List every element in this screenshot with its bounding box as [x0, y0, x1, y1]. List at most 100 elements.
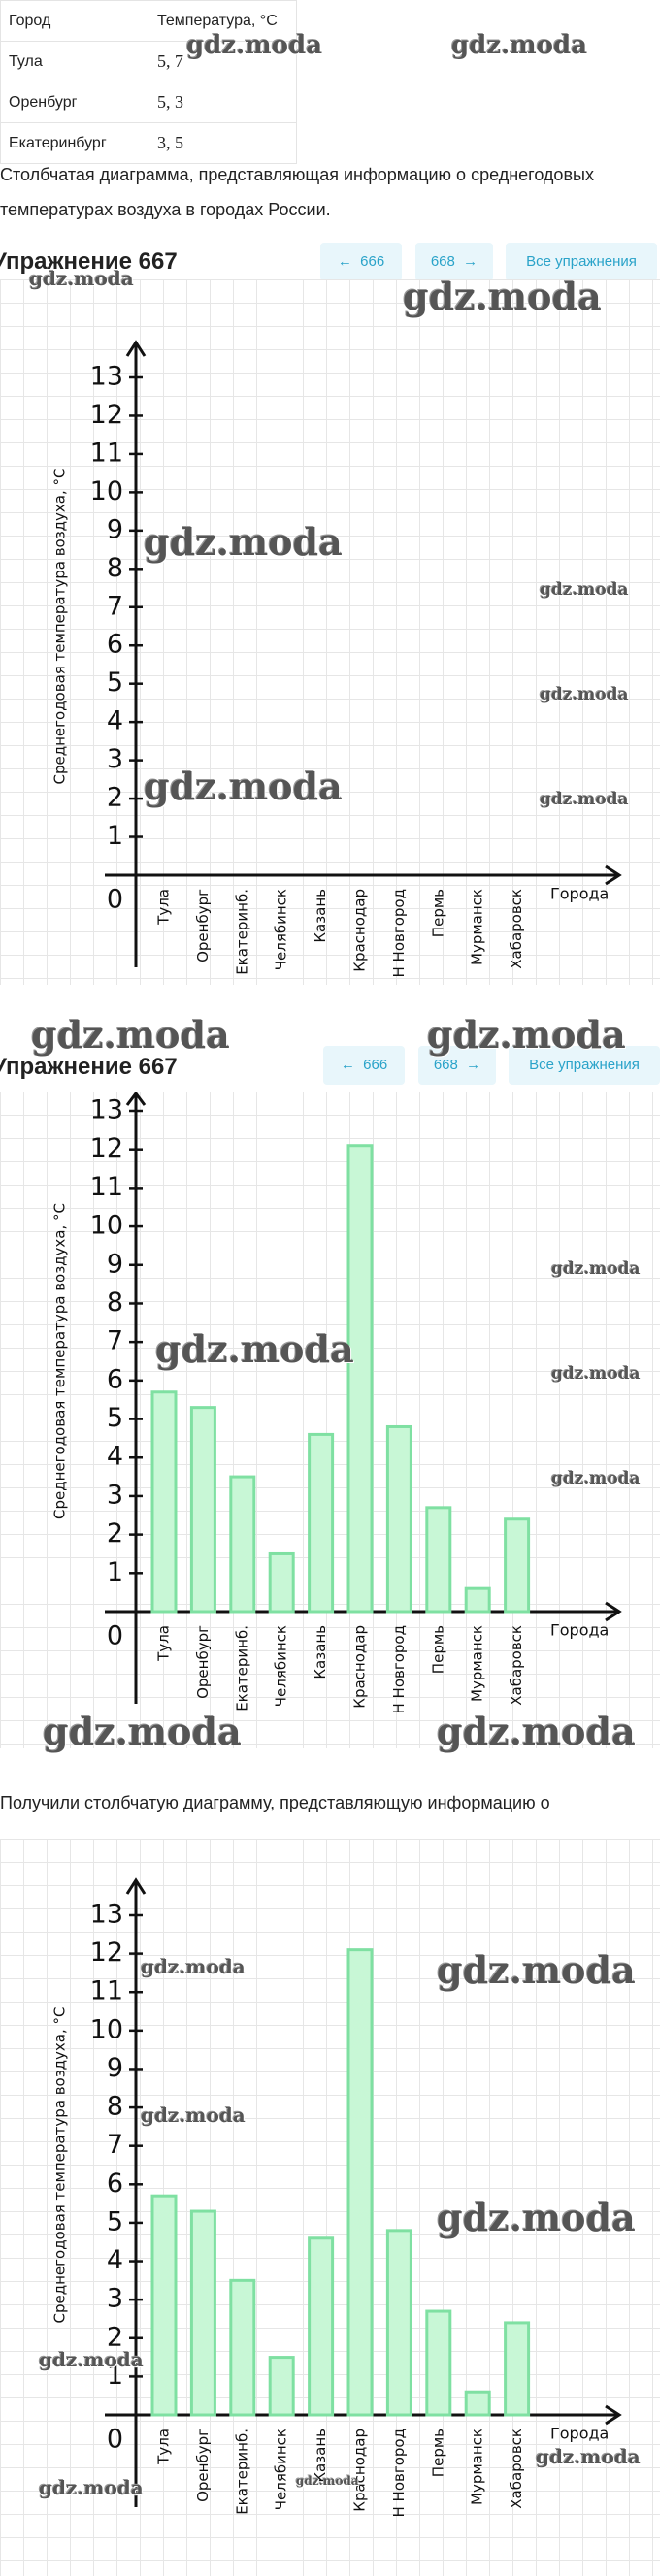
bar — [464, 2390, 491, 2417]
watermark: gdz.moda — [39, 2476, 144, 2499]
y-tick-label: 8 — [107, 1288, 123, 1318]
x-arrow — [605, 2404, 622, 2426]
x-axis-label: Города — [550, 2425, 609, 2443]
bar — [346, 1144, 374, 1614]
y-tick-label: 3 — [107, 1480, 123, 1510]
x-tick-label: Тула — [155, 889, 173, 926]
cell: Температура, °C — [148, 0, 297, 42]
watermark: gdz.moda — [31, 1013, 230, 1057]
y-tick-label: 9 — [107, 2053, 123, 2083]
x-tick-label: Казань — [312, 2429, 329, 2483]
x-axis-label: Города — [550, 1621, 609, 1640]
y-axis-label: Среднегодовая температура воздуха, °C — [51, 2006, 69, 2323]
cell: 5, 7 — [148, 41, 297, 82]
x-tick-label: Пермь — [429, 1625, 446, 1674]
prev-button[interactable]: ← 666 — [323, 1046, 405, 1085]
result-text: Получили столбчатую диаграмму, представл… — [0, 1793, 550, 1812]
cell: Город — [0, 0, 149, 42]
next-button[interactable]: 668 → — [418, 1046, 496, 1085]
cell: 3, 5 — [148, 122, 297, 164]
bar — [150, 1390, 178, 1614]
chart-image: 0 1 2 3 4 5 6 7 8 9 10 11 12 13 Среднегодовая температ… — [0, 1839, 660, 2576]
y-tick-label: 1 — [107, 2361, 123, 2391]
y-tick-label: 0 — [107, 1621, 123, 1651]
x-tick-label: Мурманск — [469, 2429, 486, 2505]
y-tick-label: 4 — [107, 1442, 123, 1472]
x-tick-label: Челябинск — [273, 889, 290, 970]
bar — [504, 1517, 531, 1614]
intro-text: Столбчатая диаграмма, представляющая инф… — [0, 165, 594, 219]
watermark: gdz.moda — [186, 31, 323, 60]
y-tick-label: 4 — [107, 706, 123, 736]
bar — [346, 1948, 374, 2417]
watermark: gdz.moda — [540, 790, 629, 809]
y-tick-label: 1 — [107, 1557, 123, 1587]
watermark: gdz.moda — [437, 1948, 636, 1992]
x-tick-label: Тула — [155, 1625, 173, 1662]
y-tick-label: 8 — [107, 553, 123, 583]
bar — [425, 1506, 452, 1614]
y-tick-label: 6 — [107, 1364, 123, 1394]
prev-button[interactable]: ← 666 — [320, 243, 402, 281]
y-tick-label: 5 — [107, 668, 123, 698]
y-arrow — [125, 340, 147, 357]
x-tick-label: Тула — [155, 2429, 173, 2465]
x-tick-label: Мурманск — [469, 1625, 486, 1702]
y-tick-label: 1 — [107, 821, 123, 851]
y-tick-label: 0 — [107, 885, 123, 915]
watermark: gdz.moda — [427, 1013, 626, 1057]
y-tick-label: 13 — [90, 1095, 123, 1125]
all-label: Все упражнения — [529, 1057, 640, 1073]
all-button[interactable]: Все упражнения — [509, 1046, 660, 1085]
y-tick-label: 7 — [107, 591, 123, 621]
y-tick-label: 7 — [107, 2130, 123, 2160]
prev-label: 666 — [363, 1057, 388, 1073]
y-tick-label: 7 — [107, 1326, 123, 1356]
bar — [229, 1475, 256, 1614]
x-tick-label: Екатеринб. — [233, 2429, 250, 2515]
x-tick-label: Челябинск — [273, 1625, 290, 1707]
x-tick-label: Екатеринб. — [233, 889, 250, 975]
x-tick-label: Н Новгород — [390, 889, 408, 977]
watermark: gdz.moda — [536, 2445, 641, 2468]
x-tick-label: Н Новгород — [390, 1625, 408, 1713]
y-tick-label: 11 — [90, 438, 123, 468]
y-tick-label: 10 — [90, 1211, 123, 1241]
bar — [189, 1406, 216, 1614]
x-axis-label: Города — [550, 885, 609, 903]
x-tick-label: Н Новгород — [390, 2429, 408, 2517]
x-tick-label: Пермь — [429, 2429, 446, 2477]
x-tick-label: Оренбург — [194, 889, 212, 962]
next-button[interactable]: 668 → — [415, 243, 493, 281]
x-tick-label: Краснодар — [351, 889, 369, 972]
bar — [504, 2321, 531, 2417]
chart-image: 0 1 2 3 4 5 6 7 8 9 10 11 12 13 Среднегодовая температ… — [0, 279, 660, 985]
y-tick-label: 2 — [107, 783, 123, 813]
y-tick-label: 3 — [107, 744, 123, 774]
x-tick-label: Казань — [312, 889, 329, 943]
next-label: 668 — [430, 253, 455, 270]
next-label: 668 — [433, 1057, 458, 1073]
watermark: gdz.moda — [141, 1955, 246, 1978]
watermark: gdz.moda — [540, 685, 629, 704]
y-tick-label: 2 — [107, 2322, 123, 2352]
section-title: Упражнение 667 — [0, 1054, 178, 1080]
table-row: Город Температура, °C — [0, 0, 297, 42]
y-tick-label: 10 — [90, 476, 123, 506]
cell: Оренбург — [0, 82, 149, 123]
y-axis-label: Среднегодовая температура воздуха, °C — [51, 468, 69, 784]
watermark: gdz.moda — [296, 2474, 359, 2488]
all-button[interactable]: Все упражнения — [506, 243, 657, 281]
table-row: Тула 5, 7 — [0, 41, 297, 82]
table-row: Екатеринбург 3, 5 — [0, 122, 297, 164]
x-arrow — [605, 1601, 622, 1622]
table-row: Оренбург 5, 3 — [0, 82, 297, 123]
bar — [464, 1586, 491, 1614]
y-tick-label: 5 — [107, 2206, 123, 2236]
y-arrow — [125, 1877, 147, 1895]
x-arrow — [605, 864, 622, 886]
y-tick-label: 10 — [90, 2014, 123, 2044]
x-tick-label: Екатеринб. — [233, 1625, 250, 1712]
